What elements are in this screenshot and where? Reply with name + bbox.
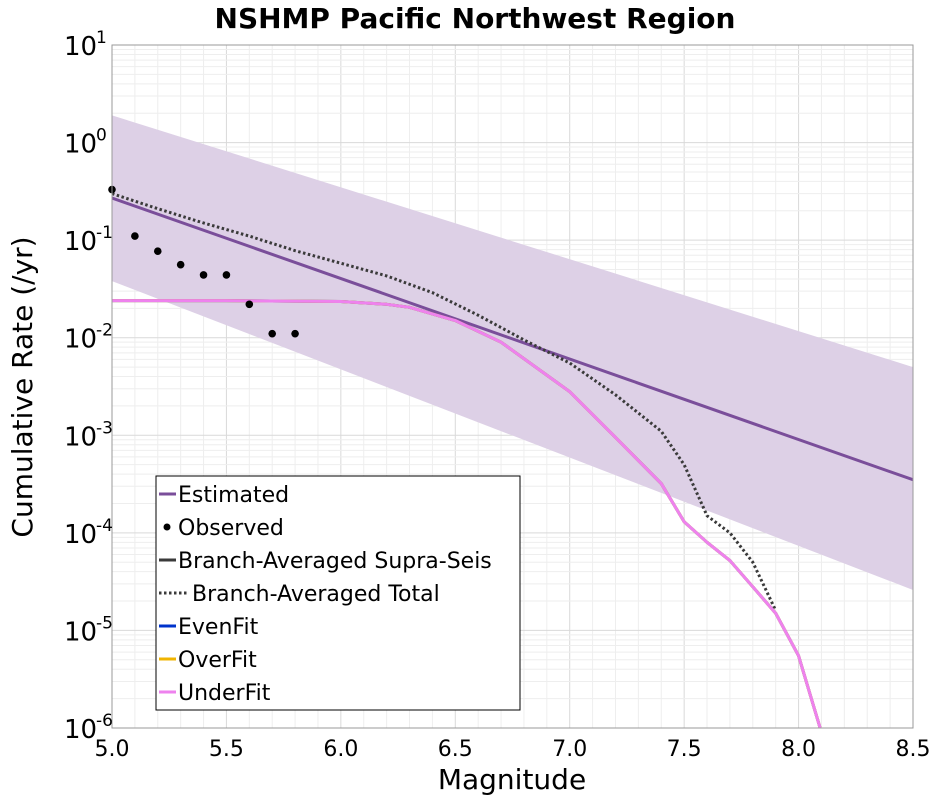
y-tick-label: 10-5 [64, 613, 113, 647]
y-tick-exponent: -2 [96, 321, 113, 341]
y-tick-base: 10 [64, 715, 97, 745]
series-line-underfit [112, 299, 822, 728]
y-tick-label: 10-2 [64, 321, 113, 355]
observed-point [245, 300, 254, 309]
estimated-confidence-band [112, 115, 913, 590]
legend-label: OverFit [178, 648, 257, 673]
series-line-total [112, 192, 778, 612]
legend-item-underfit: UnderFit [159, 681, 271, 706]
legend-box [155, 475, 521, 711]
series-line-estimated [112, 196, 913, 482]
plot-frame [111, 44, 914, 729]
y-tick-label: 10-3 [64, 418, 113, 452]
y-tick-label: 10-4 [64, 516, 113, 550]
y-tick-label: 10-1 [64, 223, 113, 257]
y-tick-label: 100 [64, 126, 107, 160]
y-tick-base: 10 [64, 130, 97, 160]
legend-item-evenfit: EvenFit [159, 615, 259, 640]
y-tick-base: 10 [64, 325, 97, 355]
legend-label: Branch-Averaged Supra-Seis [178, 549, 492, 574]
legend-item-overfit: OverFit [159, 648, 257, 673]
y-tick-exponent: -3 [96, 418, 113, 438]
y-tick-exponent: 1 [96, 28, 107, 48]
legend-label: EvenFit [178, 615, 259, 640]
observed-point [199, 271, 208, 279]
legend-item-estimated: Estimated [159, 483, 289, 508]
legend: Estimated Observed Branch-Averaged Supra-S… [155, 475, 521, 711]
y-tick-exponent: -1 [96, 223, 113, 243]
observed-point [268, 329, 277, 338]
y-tick-base: 10 [64, 520, 97, 550]
observed-point [291, 329, 299, 338]
x-tick-label: 5.0 [95, 737, 130, 762]
x-tick-label: 7.0 [552, 737, 587, 762]
x-tick-label: 8.5 [896, 737, 931, 762]
observed-point [131, 232, 139, 240]
observed-point [176, 260, 185, 269]
legend-item-total: Branch-Averaged Total [159, 582, 440, 607]
y-tick-base: 10 [64, 227, 97, 257]
chart-title: NSHMP Pacific Northwest Region [215, 2, 736, 35]
y-axis-label: Cumulative Rate (/yr) [6, 236, 39, 537]
y-tick-base: 10 [64, 422, 97, 452]
x-tick-label: 6.0 [323, 737, 358, 762]
y-tick-exponent: -6 [96, 711, 113, 731]
y-tick-label: 101 [64, 28, 107, 62]
y-tick-base: 10 [64, 32, 97, 62]
y-tick-exponent: -4 [96, 516, 113, 536]
y-tick-exponent: -5 [96, 613, 113, 633]
x-tick-label: 8.0 [781, 737, 816, 762]
legend-label: Estimated [178, 483, 289, 508]
x-axis-label: Magnitude [438, 763, 586, 796]
x-ticks: 5.0 5.5 6.0 6.5 7.0 7.5 8.0 8.5 [95, 737, 931, 762]
y-tick-label: 10-6 [64, 711, 113, 745]
legend-label: Observed [178, 516, 284, 541]
legend-label: UnderFit [178, 681, 271, 706]
observed-points-layer [108, 185, 299, 338]
y-tick-base: 10 [64, 617, 97, 647]
observed-point [222, 271, 231, 279]
x-tick-label: 6.5 [438, 737, 473, 762]
observed-point [153, 247, 162, 256]
x-tick-label: 5.5 [209, 737, 244, 762]
confidence-band-layer [112, 115, 913, 590]
legend-item-supra: Branch-Averaged Supra-Seis [159, 549, 492, 574]
series-layer [112, 192, 913, 728]
legend-label: Branch-Averaged Total [192, 582, 440, 607]
legend-swatch-dot [163, 523, 171, 531]
x-tick-label: 7.5 [667, 737, 702, 762]
y-tick-exponent: 0 [96, 126, 107, 146]
legend-item-observed: Observed [163, 516, 284, 541]
